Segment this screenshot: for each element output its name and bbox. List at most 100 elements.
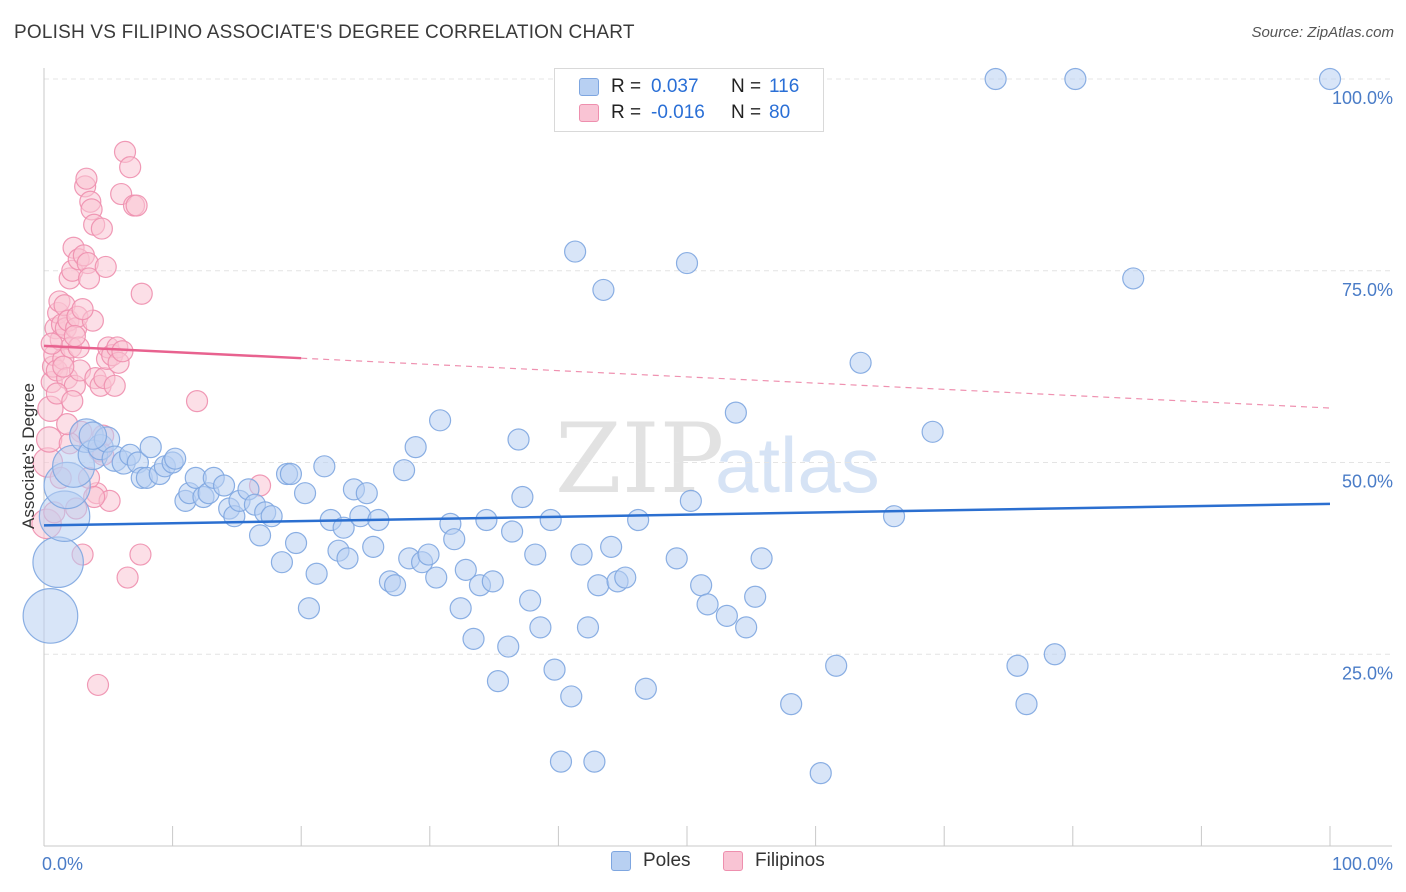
poles-point [260,505,283,528]
poles-point [519,589,542,612]
filipinos-point [185,390,209,413]
y-tick-label: 100.0% [1332,88,1393,108]
poles-point [78,421,108,450]
poles-point [362,535,385,558]
poles-r-label: R = [611,76,642,97]
poles-r-value: 0.037 [651,76,699,97]
poles-point [32,536,84,589]
watermark: ZIP atlas [555,403,880,515]
poles-point [750,547,773,570]
filipinos-legend-label: Filipinos [755,850,825,871]
filipinos-points [31,140,272,697]
filipinos-point [86,673,110,697]
poles-point [507,428,530,451]
poles-point [22,588,79,644]
poles-point [475,508,498,532]
poles-point [627,508,650,532]
y-tick-label: 50.0% [1342,472,1393,492]
poles-point [560,685,583,708]
poles-point [428,409,452,432]
filipinos-point [63,324,86,348]
poles-point [486,669,510,693]
filipinos-trend-extension [301,357,1331,409]
poles-point [735,616,758,639]
poles-point [744,585,767,608]
poles-point [425,566,448,589]
poles-point [549,750,573,773]
poles-point [355,482,378,505]
poles-point [349,505,372,528]
filipinos-point [71,298,94,321]
poles-n-label: N = [731,76,762,97]
poles-point [825,654,848,677]
poles-point [1015,693,1038,716]
y-tick-label: 25.0% [1342,663,1393,683]
poles-point [529,616,552,639]
legend-row-poles: R = 0.037 N = 116 [555,74,799,100]
poles-point [297,597,321,620]
poles-point [332,516,355,539]
poles-point [404,436,427,459]
poles-point [614,566,637,589]
filipinos-point [90,217,113,240]
poles-point [443,528,466,551]
poles-point [724,401,747,424]
poles-point [449,597,472,620]
poles-point [305,562,328,585]
filipinos-point [119,156,142,179]
poles-point [592,278,615,302]
poles-point [164,447,187,470]
filipinos-point [116,566,139,589]
poles-point [564,240,587,263]
filipinos-swatch [579,104,599,122]
poles-point [690,574,713,597]
poles-point [270,551,294,574]
correlation-legend: R = 0.037 N = 116 R = -0.016 N = 80 [554,68,824,132]
poles-point [675,251,699,275]
poles-point [313,455,336,478]
poles-point [882,505,906,528]
poles-point [497,635,520,658]
poles-point [809,762,832,785]
x-ticks [43,826,1331,846]
filipinos-point [52,355,75,378]
poles-point [1318,67,1342,91]
trend-lines [43,344,1331,527]
poles-point [600,535,623,558]
poles-point [511,485,534,509]
poles-point [849,351,872,374]
filipinos-n-value: 80 [769,102,791,123]
poles-points [22,67,1342,785]
poles-point [417,543,440,566]
filipinos-point [94,255,117,279]
poles-point [383,574,407,597]
poles-point [501,520,524,543]
filipinos-point [130,282,153,305]
poles-point [454,558,477,581]
poles-point [543,658,566,681]
poles-point [1064,67,1087,91]
source-label: Source: ZipAtlas.com [1251,24,1394,41]
poles-trend-line [43,502,1331,527]
filipinos-point [61,390,84,413]
poles-point [212,474,236,497]
poles-point [1122,267,1145,290]
legend-item-filipinos[interactable]: Filipinos [723,850,825,872]
filipinos-point [40,332,63,355]
legend-item-poles[interactable]: Poles [611,850,691,872]
poles-point [248,524,272,547]
poles-point [392,459,416,482]
filipinos-point [75,167,98,190]
poles-point [524,543,547,566]
poles-point [336,547,359,570]
poles-legend-swatch [611,851,631,871]
poles-point [665,547,688,570]
poles-point [679,489,702,512]
filipinos-r-label: R = [611,102,642,123]
poles-point [780,693,803,716]
chart-title: POLISH VS FILIPINO ASSOCIATE'S DEGREE CO… [14,22,635,43]
poles-point [715,604,738,628]
y-axis-label: Associate's Degree [19,383,38,529]
poles-point [984,67,1007,91]
